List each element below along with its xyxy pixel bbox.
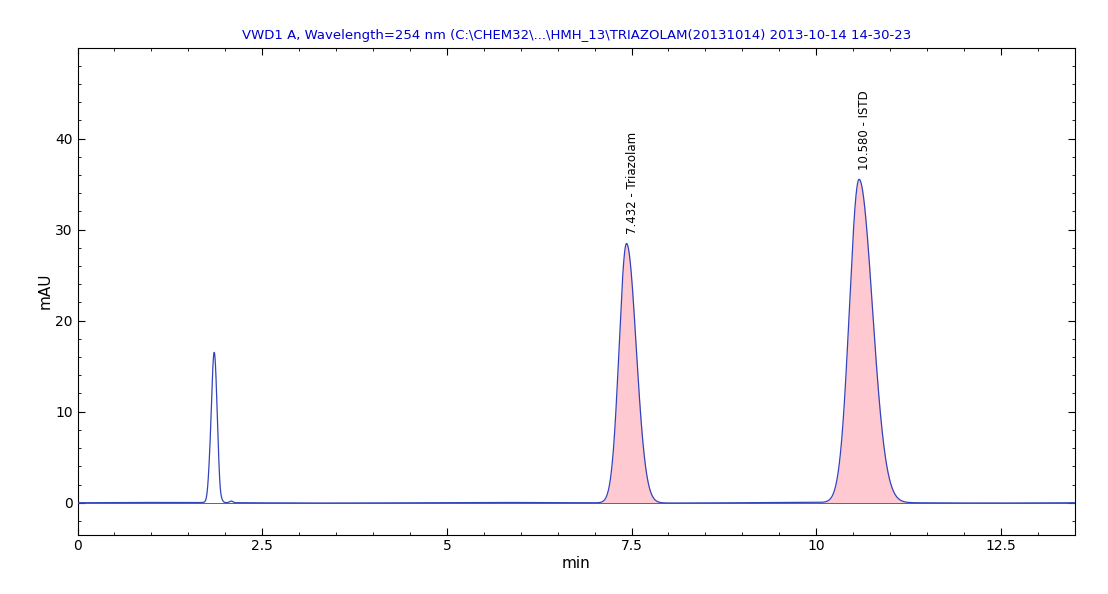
Title: VWD1 A, Wavelength=254 nm (C:\CHEM32\...\HMH_13\TRIAZOLAM(20131014) 2013-10-14 1: VWD1 A, Wavelength=254 nm (C:\CHEM32\...…: [242, 29, 911, 42]
Text: 7.432 - Triazolam: 7.432 - Triazolam: [626, 132, 639, 234]
Y-axis label: mAU: mAU: [38, 273, 52, 309]
Text: 10.580 - ISTD: 10.580 - ISTD: [859, 91, 872, 170]
X-axis label: min: min: [562, 556, 591, 571]
